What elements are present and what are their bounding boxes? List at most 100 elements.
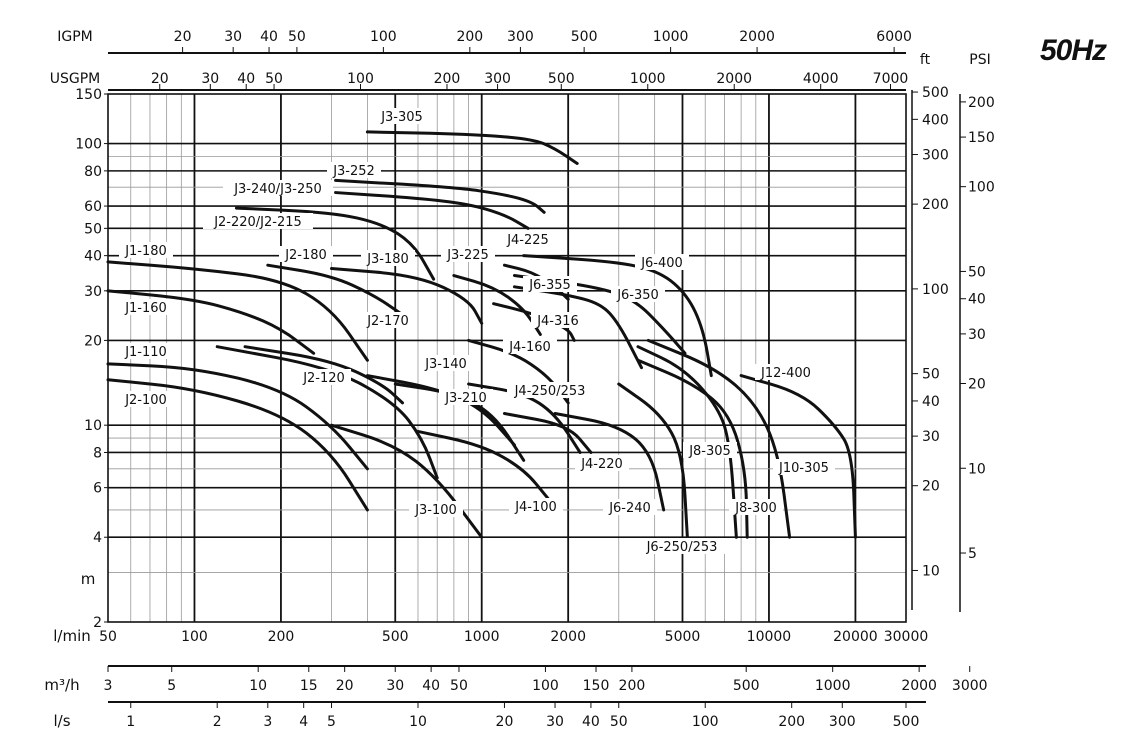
igpm-axis-tick-label: 1000 xyxy=(653,29,689,45)
curve-label-bg xyxy=(297,369,351,385)
curve-label: J2-120 xyxy=(302,371,345,386)
y-tick-label: 6 xyxy=(93,481,102,497)
y-tick-label: 30 xyxy=(84,284,102,300)
x-axis-label: l/min xyxy=(53,627,91,645)
curve-J1-110 xyxy=(106,362,369,471)
curve-J12-400 xyxy=(739,374,857,539)
curve-label: J1-160 xyxy=(124,301,167,316)
x-tick-label: 5000 xyxy=(665,629,701,645)
usgpm-axis-tick-label: 7000 xyxy=(873,71,909,87)
ls-axis-tick-label: 20 xyxy=(496,714,514,730)
curve-label: J4-100 xyxy=(514,500,557,515)
psi-tick-label: 50 xyxy=(968,264,986,280)
curve-label: J1-110 xyxy=(124,345,167,360)
curve-label-bg xyxy=(203,213,313,229)
y-tick-label: 20 xyxy=(84,333,102,349)
curve-label: J6-350 xyxy=(616,288,659,303)
x-tick-label: 100 xyxy=(181,629,208,645)
y-tick-label: 8 xyxy=(93,445,102,461)
curve-label: J3-305 xyxy=(380,110,423,125)
y-tick-label: 10 xyxy=(84,418,102,434)
igpm-axis-tick-label: 6000 xyxy=(876,29,912,45)
curve-label: J8-305 xyxy=(688,444,731,459)
psi-tick-label: 150 xyxy=(968,130,995,146)
usgpm-axis-tick-label: 200 xyxy=(434,71,461,87)
y-tick-label: 40 xyxy=(84,249,102,265)
curve-label: J2-220/J2-215 xyxy=(213,215,302,230)
curve-label: J4-220 xyxy=(580,457,623,472)
curve-label: J3-180 xyxy=(366,252,409,267)
curve-label: J4-316 xyxy=(536,314,579,329)
curve-label: J2-100 xyxy=(124,393,167,408)
usgpm-axis-tick-label: 30 xyxy=(201,71,219,87)
curve-label-bg xyxy=(509,498,563,514)
curve-label-bg xyxy=(361,312,415,328)
curve-label-bg xyxy=(773,459,835,475)
usgpm-axis-tick-label: 300 xyxy=(484,71,511,87)
curve-label: J3-140 xyxy=(424,357,467,372)
usgpm-axis-tick-label: 50 xyxy=(265,71,283,87)
curve-label-bg xyxy=(223,180,333,196)
curve-label: J1-180 xyxy=(124,244,167,259)
curve-label-bg xyxy=(639,538,725,554)
ft-tick-label: 20 xyxy=(922,479,940,495)
curve-label-bg xyxy=(419,355,473,371)
curve-label: J3-210 xyxy=(444,391,487,406)
curve-J2-180 xyxy=(266,263,402,315)
igpm-axis-tick-label: 500 xyxy=(571,29,598,45)
igpm-axis-tick-label: 40 xyxy=(260,29,278,45)
x-tick-label: 20000 xyxy=(833,629,878,645)
m3h-axis-label: m³/h xyxy=(44,676,79,694)
ls-axis-tick-label: 4 xyxy=(299,714,308,730)
curve-label: J6-240 xyxy=(608,501,651,516)
curve-J4-220 xyxy=(502,412,593,454)
usgpm-axis-tick-label: 100 xyxy=(347,71,374,87)
m3h-axis-tick-label: 30 xyxy=(386,678,404,694)
igpm-axis-tick-label: 100 xyxy=(370,29,397,45)
ls-axis-tick-label: 5 xyxy=(327,714,336,730)
curve-label: J10-305 xyxy=(778,461,829,476)
m3h-axis-tick-label: 150 xyxy=(583,678,610,694)
curve-label-bg xyxy=(119,299,173,315)
curve-J3-252 xyxy=(334,178,546,214)
curve-label-bg xyxy=(507,382,593,398)
curve-label: J8-300 xyxy=(734,501,777,516)
m3h-axis-tick-label: 20 xyxy=(336,678,354,694)
x-tick-label: 50 xyxy=(99,629,117,645)
psi-axis-label: PSI xyxy=(969,52,990,68)
curve-label-bg xyxy=(755,364,817,380)
ls-axis-tick-label: 300 xyxy=(829,714,856,730)
psi-tick-label: 5 xyxy=(968,546,977,562)
x-tick-label: 1000 xyxy=(464,629,500,645)
curve-label: J2-180 xyxy=(284,248,327,263)
y-tick-label: 150 xyxy=(75,87,102,103)
curve-J3-140 xyxy=(365,374,516,447)
chart-grid xyxy=(107,93,907,623)
ls-axis-tick-label: 500 xyxy=(893,714,920,730)
curve-J2-170 xyxy=(243,345,405,405)
curve-J3-305 xyxy=(365,130,579,165)
m3h-axis-tick-label: 3 xyxy=(104,678,113,694)
m3h-axis-tick-label: 50 xyxy=(450,678,468,694)
curve-J10-305 xyxy=(646,338,792,539)
curve-label: J6-355 xyxy=(528,278,571,293)
curve-J8-300 xyxy=(636,358,749,539)
curve-label: J4-225 xyxy=(506,233,549,248)
y-tick-label: 80 xyxy=(84,164,102,180)
curve-label-bg xyxy=(279,246,333,262)
curve-label-bg xyxy=(683,442,737,458)
ls-axis-tick-label: 200 xyxy=(778,714,805,730)
curve-label-bg xyxy=(119,242,173,258)
ls-axis-tick-label: 10 xyxy=(409,714,427,730)
curve-J4-160 xyxy=(467,338,570,405)
x-tick-label: 10000 xyxy=(747,629,792,645)
curve-J3-100 xyxy=(330,423,484,539)
curve-label: J3-225 xyxy=(446,248,489,263)
m3h-axis-tick-label: 1000 xyxy=(815,678,851,694)
axes: 50 100 200 500 1000 2000 5000 10000 20000 30000 l/… xyxy=(44,29,994,730)
usgpm-axis-label: USGPM xyxy=(50,71,101,87)
curve-J1-160 xyxy=(106,289,316,355)
psi-tick-label: 30 xyxy=(968,327,986,343)
psi-tick-label: 10 xyxy=(968,461,986,477)
igpm-axis-tick-label: 200 xyxy=(456,29,483,45)
